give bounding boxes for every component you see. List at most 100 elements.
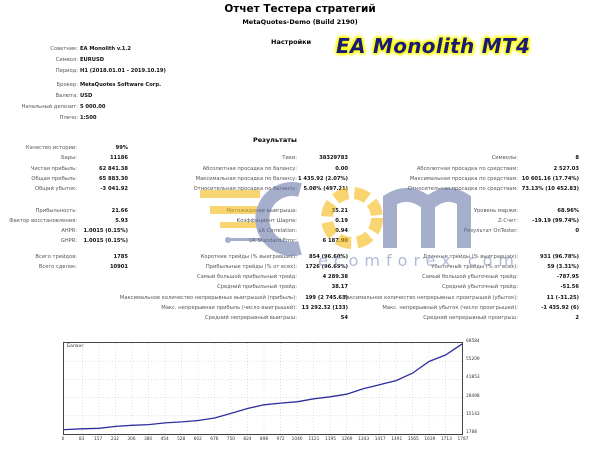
result-row: Максимальная просадка по средствам: 10 60… (0, 175, 600, 185)
x-tick-label: 306 (127, 437, 136, 442)
result-label: Z-Счет: (498, 218, 518, 224)
result-row: Средний непрерывный выигрыш: 54 (0, 314, 600, 324)
x-tick-label: 1195 (325, 437, 336, 442)
result-label: Общий убыток: (34, 186, 77, 192)
result-label: AHPR: (61, 228, 77, 234)
y-tick-label: 55209 (466, 357, 480, 363)
result-label: Макс. непрерывный убыток (число проигрыш… (382, 305, 518, 311)
result-label: Прибыльность: (35, 208, 77, 214)
result-row: Абсолютная просадка по балансу: 0.00 (0, 165, 600, 175)
x-tick-label: 1343 (358, 437, 370, 442)
y-tick-label: 15143 (466, 411, 480, 417)
settings-label: Начальный депозит: (21, 104, 78, 110)
result-row: Уровень маржи: 68.96% (0, 207, 600, 217)
result-value: 2 (575, 315, 579, 321)
x-tick-label: 1417 (374, 437, 386, 442)
settings-row: Символ: EURUSD (0, 56, 600, 66)
result-label: Самый большой прибыльный трейд: (197, 274, 297, 280)
result-label: Самый большой убыточный трейд: (422, 274, 518, 280)
settings-value: USD (80, 93, 93, 99)
settings-row: Валюта: USD (0, 92, 600, 102)
result-value: 1 435.92 (2.07%) (298, 176, 348, 182)
result-row: Самый большой прибыльный трейд: 4 289.38 (0, 273, 600, 283)
settings-value: EA Monolith v.1.2 (80, 46, 132, 52)
result-label: Средний непрерывный проигрыш: (423, 315, 518, 321)
result-label: GHPR: (60, 238, 77, 244)
result-row: Средний убыточный трейд: -51.56 (0, 283, 600, 293)
result-value: 1785 (113, 254, 128, 260)
report-title: Отчет Тестера стратегий (224, 3, 376, 15)
result-label: Бары: (61, 155, 77, 161)
x-tick-label: 0 (61, 437, 65, 442)
result-row: Общая прибыль: 65 883.30 (0, 175, 600, 185)
result-value: 38.17 (331, 284, 348, 290)
result-label: Относительная просадка по средствам: (407, 186, 518, 192)
x-tick-label: 454 (160, 437, 169, 442)
result-value: 854 (96.60%) (309, 254, 348, 260)
settings-row: Брокер: MetaQuotes Software Corp. (0, 81, 600, 91)
result-value: 65 883.30 (98, 176, 128, 182)
result-value: 11 (-31.25) (546, 295, 579, 301)
settings-row: Период: H1 (2018.01.01 - 2019.10.19) (0, 67, 600, 77)
x-tick-label: 232 (110, 437, 120, 442)
result-value: -1 435.92 (6) (541, 305, 579, 311)
settings-value: H1 (2018.01.01 - 2019.10.19) (80, 68, 166, 74)
x-tick-label: 1713 (440, 437, 452, 442)
result-label: Длинные трейды (% выигравших): (422, 254, 518, 260)
result-value: 62 841.38 (98, 166, 128, 172)
result-row: Общий убыток: -3 041.92 (0, 185, 600, 195)
settings-heading: Настройки (271, 38, 312, 46)
chart-label: Баланс (67, 344, 84, 349)
settings-row: Начальный депозит: 5 000.00 (0, 103, 600, 113)
result-row: GHPR: 1.0015 (0.15%) (0, 237, 600, 247)
result-label: Максимальное количество непрерывных прои… (342, 295, 518, 301)
y-tick-label: 68584 (466, 339, 480, 344)
result-label: Абсолютная просадка по средствам: (416, 166, 518, 172)
result-label: Качество истории: (25, 145, 77, 151)
result-label: Уровень маржи: (473, 208, 518, 214)
settings-label: Символ: (55, 57, 78, 63)
x-tick-label: 1787 (457, 437, 469, 442)
result-label: Общая прибыль: (31, 176, 77, 182)
result-value: 5.93 (115, 218, 128, 224)
result-row: Короткие трейды (% выигравших): 854 (96.6… (0, 253, 600, 263)
settings-value: 1:500 (80, 115, 97, 121)
result-value: 38329783 (319, 155, 348, 161)
result-row: Максимальное количество непрерывных выиг… (0, 294, 600, 304)
result-row: Относительная просадка по средствам: 73.1… (0, 185, 600, 195)
x-tick-label: 1046 (291, 437, 303, 442)
x-tick-label: 1639 (424, 437, 436, 442)
result-value: 2 527.03 (553, 166, 579, 172)
result-label: LR Standard Error: (249, 238, 297, 244)
result-value: 10 601.16 (17.74%) (521, 176, 579, 182)
result-value: 54 (340, 315, 348, 321)
settings-value: MetaQuotes Software Corp. (80, 82, 162, 88)
result-value: 6 187.90 (322, 238, 348, 244)
x-tick-label: 1491 (391, 437, 403, 442)
result-label: Всего трейдов: (35, 254, 77, 260)
result-row: Бары: 11186 (0, 154, 600, 164)
x-tick-label: 157 (94, 437, 103, 442)
result-value: 8 (575, 155, 579, 161)
result-row: Тики: 38329783 (0, 154, 600, 164)
result-label: Всего сделок: (38, 264, 77, 270)
result-label: Средний непрерывный выигрыш: (204, 315, 297, 321)
x-tick-label: 676 (210, 437, 219, 442)
result-label: Максимальная просадка по балансу: (195, 176, 297, 182)
result-value: -19.19 (99.74%) (532, 218, 579, 224)
result-label: Фактор восстановления: (9, 218, 77, 224)
results-heading: Результаты (253, 136, 297, 144)
result-row: AHPR: 1.0015 (0.15%) (0, 227, 600, 237)
x-tick-label: 750 (226, 437, 235, 442)
y-tick-label: 41853 (466, 375, 480, 381)
result-value: -3 041.92 (100, 186, 128, 192)
result-value: 59 (3.31%) (547, 264, 579, 270)
result-label: Символы: (491, 155, 518, 161)
result-row: Всего сделок: 10901 (0, 263, 600, 273)
result-row: Длинные трейды (% выигравших): 931 (96.78… (0, 253, 600, 263)
settings-value: EURUSD (80, 57, 105, 63)
result-label: Максимальная просадка по средствам: (409, 176, 518, 182)
result-row: Средний прибыльный трейд: 38.17 (0, 283, 600, 293)
balance-line (64, 343, 462, 431)
result-label: Максимальное количество непрерывных выиг… (119, 295, 297, 301)
